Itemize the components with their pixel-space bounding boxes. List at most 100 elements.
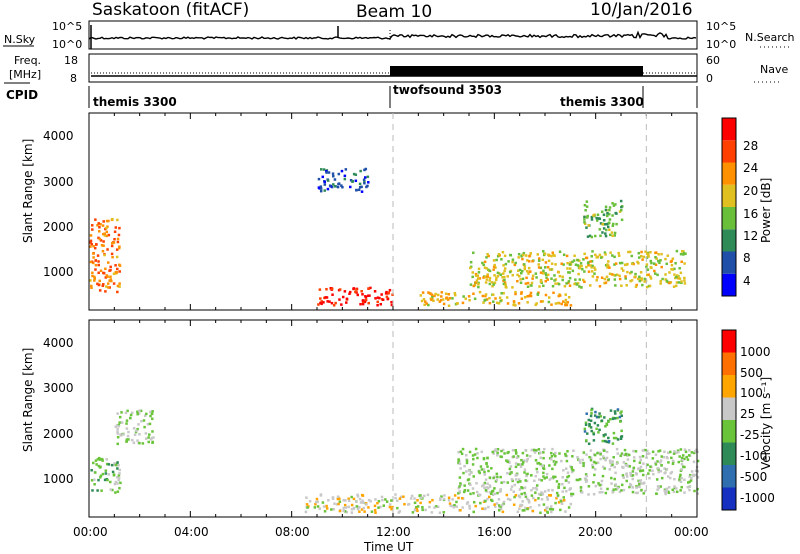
data-cell-region-3 bbox=[665, 467, 669, 471]
data-cell-region-0 bbox=[91, 228, 94, 231]
data-cell-region-3 bbox=[659, 259, 662, 262]
data-cell-region-3 bbox=[519, 480, 522, 483]
data-cell-region-4 bbox=[614, 436, 618, 440]
data-cell-region-5 bbox=[357, 188, 361, 192]
power-cbar-tick-8: 8 bbox=[743, 251, 751, 265]
data-cell-region-4 bbox=[607, 222, 610, 225]
data-cell-region-3 bbox=[537, 263, 540, 266]
data-cell-region-3 bbox=[680, 281, 683, 285]
data-cell-region-2 bbox=[421, 291, 425, 294]
data-cell-region-2 bbox=[546, 506, 549, 509]
data-cell-region-3 bbox=[515, 451, 518, 454]
data-cell-region-2 bbox=[488, 296, 491, 300]
data-cell-region-0 bbox=[116, 240, 120, 244]
data-cell-region-2 bbox=[365, 503, 368, 506]
data-cell-region-4 bbox=[604, 433, 607, 436]
data-cell-region-1 bbox=[326, 300, 329, 303]
data-cell-region-3 bbox=[521, 257, 524, 261]
data-cell-region-3 bbox=[492, 265, 496, 268]
data-cell-region-0 bbox=[96, 282, 99, 286]
data-cell-region-3 bbox=[642, 448, 646, 452]
data-cell-region-0 bbox=[112, 272, 116, 276]
data-cell-region-2 bbox=[554, 501, 557, 505]
data-cell-region-3 bbox=[611, 463, 614, 466]
data-cell-region-3 bbox=[490, 281, 494, 284]
data-cell-region-3 bbox=[591, 250, 594, 253]
data-cell-region-3 bbox=[504, 283, 507, 287]
data-cell-region-2 bbox=[550, 303, 553, 306]
data-cell-region-3 bbox=[647, 255, 650, 258]
data-cell-region-3 bbox=[605, 275, 609, 279]
data-cell-region-0 bbox=[105, 234, 109, 238]
data-cell-region-3 bbox=[469, 483, 472, 487]
data-cell-region-3 bbox=[544, 279, 548, 283]
data-cell-region-0 bbox=[96, 224, 99, 227]
data-cell-region-3 bbox=[550, 476, 554, 480]
data-cell-region-3 bbox=[517, 256, 520, 259]
data-cell-region-3 bbox=[607, 264, 610, 267]
data-cell-region-2 bbox=[462, 295, 465, 298]
data-cell-region-3 bbox=[654, 461, 657, 465]
data-cell-region-2 bbox=[508, 498, 512, 502]
data-cell-region-2 bbox=[556, 494, 560, 497]
data-cell-region-3 bbox=[520, 492, 523, 496]
data-cell-region-4 bbox=[602, 227, 606, 230]
data-cell-region-3 bbox=[696, 487, 699, 491]
data-cell-region-0 bbox=[94, 263, 98, 267]
data-cell-region-2 bbox=[481, 507, 484, 510]
data-cell-region-3 bbox=[672, 285, 676, 288]
data-cell-region-4 bbox=[595, 427, 598, 431]
data-cell-region-3 bbox=[527, 266, 531, 270]
data-cell-region-3 bbox=[639, 254, 643, 258]
data-cell-region-3 bbox=[543, 490, 547, 493]
data-cell-region-4 bbox=[604, 223, 607, 226]
data-cell-region-3 bbox=[480, 484, 484, 488]
data-cell-region-3 bbox=[568, 271, 571, 274]
colorbar-segment bbox=[722, 442, 736, 465]
data-cell-region-3 bbox=[514, 474, 518, 477]
data-cell-region-3 bbox=[521, 461, 525, 464]
site-title: Saskatoon (fitACF) bbox=[92, 0, 249, 20]
data-cell-region-0 bbox=[111, 255, 114, 259]
data-cell-region-5 bbox=[327, 171, 331, 174]
data-cell-region-3 bbox=[653, 272, 657, 275]
data-cell-region-3 bbox=[629, 484, 633, 487]
data-cell-region-3 bbox=[622, 488, 626, 492]
data-cell-region-3 bbox=[613, 274, 617, 277]
data-cell-region-3 bbox=[614, 284, 617, 287]
data-cell-region-1 bbox=[325, 287, 328, 291]
data-cell-region-3 bbox=[589, 264, 592, 267]
data-cell-region-3 bbox=[575, 283, 579, 286]
data-cell-region-5 bbox=[358, 186, 362, 189]
data-cell-region-3 bbox=[610, 273, 614, 276]
data-cell-region-4 bbox=[596, 424, 600, 427]
data-cell-region-3 bbox=[504, 285, 508, 289]
cpid-segment-3: themis 3300 bbox=[560, 95, 644, 109]
data-cell-region-5 bbox=[323, 183, 327, 186]
data-cell-region-0 bbox=[89, 245, 92, 248]
data-cell-region-3 bbox=[590, 255, 593, 258]
freq-switching-block bbox=[390, 66, 643, 76]
data-cell-region-3 bbox=[509, 465, 513, 468]
data-cell-region-3 bbox=[494, 278, 498, 282]
data-cell-region-0 bbox=[104, 469, 108, 472]
data-cell-region-4 bbox=[590, 235, 594, 239]
data-cell-region-2 bbox=[358, 510, 361, 514]
data-cell-region-2 bbox=[461, 497, 464, 500]
data-cell-region-3 bbox=[530, 448, 534, 452]
data-cell-region-2 bbox=[501, 510, 505, 514]
data-cell-region-2 bbox=[447, 292, 451, 296]
data-cell-region-4 bbox=[605, 214, 609, 218]
data-cell-region-3 bbox=[541, 258, 545, 262]
data-cell-region-3 bbox=[550, 277, 553, 280]
data-cell-region-3 bbox=[675, 490, 679, 494]
data-cell-region-2 bbox=[537, 497, 540, 500]
data-cell-region-3 bbox=[548, 478, 552, 481]
data-cell-region-1 bbox=[385, 295, 389, 299]
data-cell-region-3 bbox=[459, 450, 463, 454]
data-cell-region-3 bbox=[551, 467, 554, 471]
data-cell-region-1 bbox=[120, 411, 123, 414]
data-cell-region-3 bbox=[620, 489, 623, 492]
data-cell-region-3 bbox=[584, 480, 588, 483]
colorbar-segment bbox=[722, 162, 736, 185]
